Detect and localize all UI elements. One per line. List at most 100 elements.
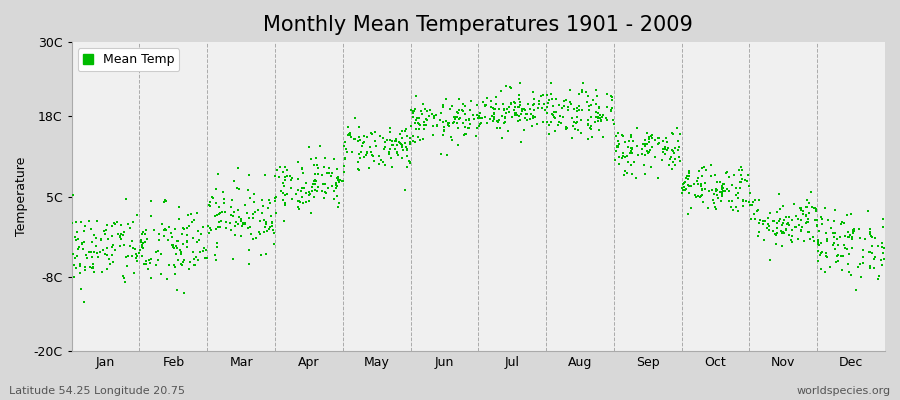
Point — [161, 237, 176, 244]
Point — [241, 225, 256, 231]
Point — [238, 220, 252, 226]
Point — [800, 197, 814, 203]
Point — [583, 126, 598, 132]
Point — [651, 175, 665, 181]
Point — [769, 241, 783, 247]
Point — [209, 186, 223, 192]
Point — [724, 182, 739, 188]
Point — [295, 185, 310, 192]
Point — [443, 106, 457, 113]
Point — [572, 91, 587, 97]
Point — [74, 286, 88, 292]
Point — [776, 203, 790, 209]
Point — [212, 219, 226, 225]
Point — [735, 175, 750, 182]
Point — [826, 234, 841, 240]
Point — [425, 111, 439, 117]
Point — [134, 242, 148, 248]
Point — [792, 222, 806, 228]
Point — [67, 192, 81, 198]
Point — [682, 173, 697, 180]
Point — [421, 113, 436, 120]
Point — [440, 121, 454, 128]
Point — [716, 180, 730, 187]
Point — [351, 124, 365, 130]
Point — [400, 147, 414, 153]
Point — [176, 257, 191, 263]
Point — [170, 244, 184, 251]
Point — [862, 231, 877, 238]
Point — [86, 261, 100, 267]
Point — [634, 146, 649, 152]
Point — [761, 221, 776, 227]
Point — [513, 139, 527, 146]
Point — [580, 98, 594, 105]
Point — [400, 164, 414, 171]
Point — [124, 238, 139, 244]
Point — [807, 238, 822, 244]
Point — [498, 114, 512, 120]
Point — [803, 236, 817, 243]
Point — [258, 219, 273, 226]
Point — [752, 220, 766, 226]
Point — [760, 220, 775, 227]
Point — [209, 256, 223, 263]
Point — [757, 237, 771, 244]
Point — [420, 117, 435, 124]
Point — [152, 237, 166, 244]
Point — [69, 236, 84, 243]
Point — [770, 225, 784, 231]
Point — [180, 238, 194, 244]
Point — [267, 230, 282, 236]
Point — [582, 107, 597, 113]
Point — [65, 220, 79, 227]
Point — [493, 125, 508, 131]
Point — [457, 132, 472, 138]
Point — [745, 202, 760, 208]
Point — [709, 187, 724, 193]
Point — [526, 115, 540, 121]
Point — [574, 86, 589, 93]
Point — [699, 167, 714, 173]
Point — [643, 148, 657, 155]
Point — [831, 252, 845, 258]
Point — [548, 128, 562, 134]
Point — [766, 228, 780, 234]
Point — [775, 230, 789, 236]
Point — [818, 253, 832, 259]
Point — [246, 236, 260, 242]
Point — [490, 125, 504, 131]
Point — [756, 218, 770, 224]
Point — [78, 267, 93, 274]
Point — [391, 148, 405, 155]
Point — [540, 92, 554, 98]
Point — [638, 140, 652, 147]
Point — [85, 265, 99, 271]
Point — [202, 203, 217, 210]
Point — [638, 171, 652, 178]
Point — [383, 154, 398, 161]
Point — [209, 226, 223, 232]
Point — [404, 106, 419, 113]
Point — [639, 130, 653, 136]
Point — [497, 120, 511, 126]
Point — [409, 117, 423, 123]
Point — [779, 221, 794, 227]
Point — [81, 249, 95, 255]
Point — [716, 189, 730, 196]
Point — [796, 210, 811, 217]
Point — [310, 184, 325, 190]
Point — [540, 100, 554, 106]
Point — [403, 141, 418, 147]
Point — [351, 150, 365, 157]
Point — [495, 113, 509, 119]
Point — [846, 230, 860, 236]
Point — [259, 251, 274, 258]
Point — [174, 261, 188, 267]
Point — [682, 183, 697, 190]
Point — [117, 242, 131, 248]
Point — [409, 126, 423, 132]
Point — [492, 106, 507, 112]
Point — [623, 150, 637, 156]
Point — [760, 224, 774, 231]
